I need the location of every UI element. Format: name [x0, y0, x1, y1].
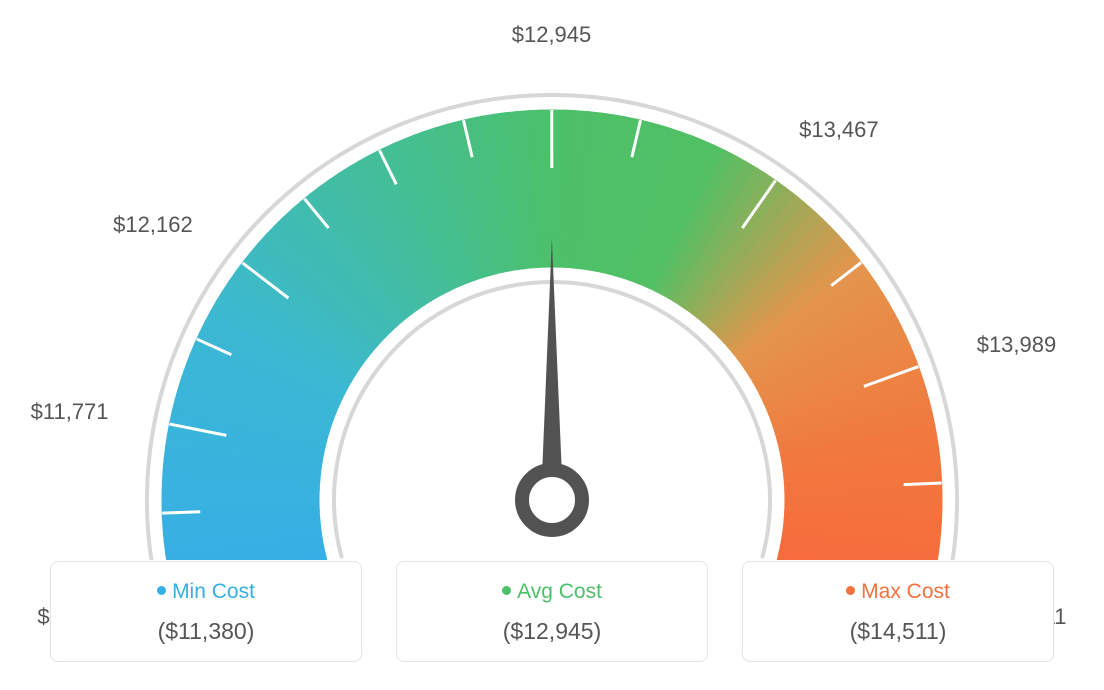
gauge-tick-label: $13,467: [799, 117, 879, 143]
gauge-svg: [0, 0, 1104, 560]
legend-title-avg: Avg Cost: [407, 580, 697, 604]
legend-value-min: ($11,380): [61, 618, 351, 645]
legend-card-min: Min Cost ($11,380): [50, 561, 362, 662]
gauge-needle: [541, 238, 563, 500]
gauge-tick: [904, 483, 942, 485]
gauge-area: $11,380$11,771$12,162$12,945$13,467$13,9…: [0, 0, 1104, 560]
dot-icon-avg: [502, 586, 511, 595]
legend-row: Min Cost ($11,380) Avg Cost ($12,945) Ma…: [50, 561, 1054, 662]
gauge-tick: [162, 512, 200, 513]
legend-label-min: Min Cost: [172, 580, 255, 603]
legend-title-min: Min Cost: [61, 580, 351, 604]
gauge-tick-label: $11,771: [31, 399, 109, 425]
dot-icon-min: [157, 586, 166, 595]
gauge-tick-label: $12,162: [113, 212, 193, 238]
legend-value-avg: ($12,945): [407, 618, 697, 645]
legend-label-max: Max Cost: [861, 580, 950, 603]
legend-card-max: Max Cost ($14,511): [742, 561, 1054, 662]
dot-icon-max: [846, 586, 855, 595]
gauge-tick-label: $12,945: [512, 22, 592, 48]
gauge-chart-container: $11,380$11,771$12,162$12,945$13,467$13,9…: [0, 0, 1104, 690]
gauge-needle-hub: [522, 470, 582, 530]
legend-title-max: Max Cost: [753, 580, 1043, 604]
legend-value-max: ($14,511): [753, 618, 1043, 645]
legend-label-avg: Avg Cost: [517, 580, 602, 603]
gauge-tick-label: $13,989: [977, 332, 1057, 358]
legend-card-avg: Avg Cost ($12,945): [396, 561, 708, 662]
